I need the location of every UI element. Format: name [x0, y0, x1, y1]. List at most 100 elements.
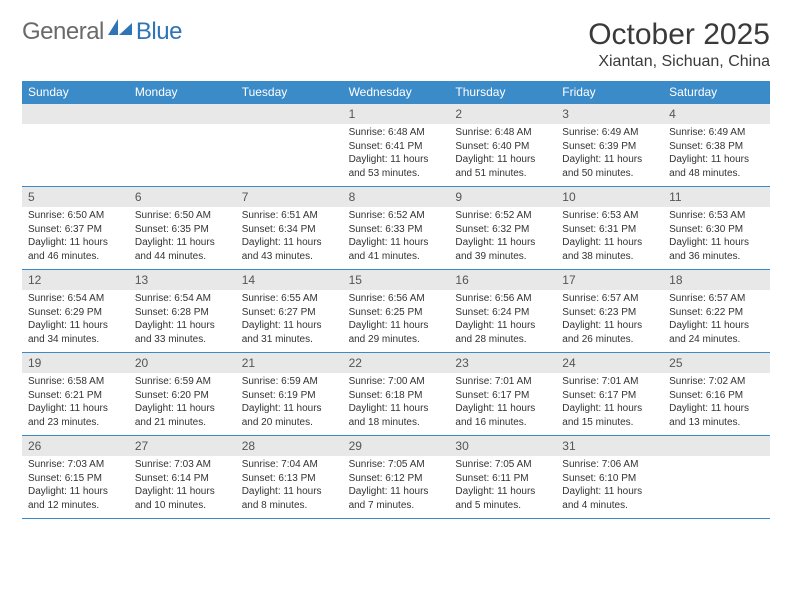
day-number: 19 — [22, 353, 129, 373]
sunrise-line: Sunrise: 7:05 AM — [455, 458, 550, 472]
sunset-line: Sunset: 6:14 PM — [135, 472, 230, 486]
day-number: 24 — [556, 353, 663, 373]
weekday-header: Friday — [556, 81, 663, 103]
day-cell: 15Sunrise: 6:56 AMSunset: 6:25 PMDayligh… — [343, 270, 450, 352]
page-header: General Blue October 2025 Xiantan, Sichu… — [22, 18, 770, 71]
daylight-line: Daylight: 11 hours and 28 minutes. — [455, 319, 550, 346]
day-details: Sunrise: 7:01 AMSunset: 6:17 PMDaylight:… — [556, 373, 663, 433]
sunrise-line: Sunrise: 6:49 AM — [669, 126, 764, 140]
day-number: 22 — [343, 353, 450, 373]
daylight-line: Daylight: 11 hours and 39 minutes. — [455, 236, 550, 263]
day-cell: 19Sunrise: 6:58 AMSunset: 6:21 PMDayligh… — [22, 353, 129, 435]
day-number: 15 — [343, 270, 450, 290]
day-cell — [22, 104, 129, 186]
day-cell: 21Sunrise: 6:59 AMSunset: 6:19 PMDayligh… — [236, 353, 343, 435]
daylight-line: Daylight: 11 hours and 8 minutes. — [242, 485, 337, 512]
daylight-line: Daylight: 11 hours and 50 minutes. — [562, 153, 657, 180]
daylight-line: Daylight: 11 hours and 26 minutes. — [562, 319, 657, 346]
day-number: 13 — [129, 270, 236, 290]
day-number: 17 — [556, 270, 663, 290]
sunset-line: Sunset: 6:13 PM — [242, 472, 337, 486]
day-details: Sunrise: 7:05 AMSunset: 6:12 PMDaylight:… — [343, 456, 450, 516]
day-number: 5 — [22, 187, 129, 207]
daylight-line: Daylight: 11 hours and 43 minutes. — [242, 236, 337, 263]
calendar-bottom-rule — [22, 518, 770, 519]
sunrise-line: Sunrise: 6:49 AM — [562, 126, 657, 140]
daylight-line: Daylight: 11 hours and 31 minutes. — [242, 319, 337, 346]
daylight-line: Daylight: 11 hours and 21 minutes. — [135, 402, 230, 429]
day-number: 11 — [663, 187, 770, 207]
day-cell — [236, 104, 343, 186]
sunset-line: Sunset: 6:32 PM — [455, 223, 550, 237]
day-cell — [129, 104, 236, 186]
sunrise-line: Sunrise: 6:56 AM — [349, 292, 444, 306]
sunrise-line: Sunrise: 6:57 AM — [562, 292, 657, 306]
sunset-line: Sunset: 6:35 PM — [135, 223, 230, 237]
day-details: Sunrise: 6:55 AMSunset: 6:27 PMDaylight:… — [236, 290, 343, 350]
daylight-line: Daylight: 11 hours and 44 minutes. — [135, 236, 230, 263]
sunset-line: Sunset: 6:17 PM — [562, 389, 657, 403]
day-details: Sunrise: 6:49 AMSunset: 6:39 PMDaylight:… — [556, 124, 663, 184]
calendar-grid: SundayMondayTuesdayWednesdayThursdayFrid… — [22, 81, 770, 519]
sunrise-line: Sunrise: 6:50 AM — [28, 209, 123, 223]
daylight-line: Daylight: 11 hours and 15 minutes. — [562, 402, 657, 429]
day-cell: 1Sunrise: 6:48 AMSunset: 6:41 PMDaylight… — [343, 104, 450, 186]
day-number: 29 — [343, 436, 450, 456]
day-cell: 23Sunrise: 7:01 AMSunset: 6:17 PMDayligh… — [449, 353, 556, 435]
daylight-line: Daylight: 11 hours and 7 minutes. — [349, 485, 444, 512]
sunset-line: Sunset: 6:11 PM — [455, 472, 550, 486]
day-cell: 11Sunrise: 6:53 AMSunset: 6:30 PMDayligh… — [663, 187, 770, 269]
sunrise-line: Sunrise: 6:59 AM — [135, 375, 230, 389]
day-number: 28 — [236, 436, 343, 456]
day-number: 16 — [449, 270, 556, 290]
sunset-line: Sunset: 6:19 PM — [242, 389, 337, 403]
day-number: 18 — [663, 270, 770, 290]
daylight-line: Daylight: 11 hours and 29 minutes. — [349, 319, 444, 346]
day-details: Sunrise: 6:58 AMSunset: 6:21 PMDaylight:… — [22, 373, 129, 433]
day-number: 31 — [556, 436, 663, 456]
daylight-line: Daylight: 11 hours and 46 minutes. — [28, 236, 123, 263]
day-number: 30 — [449, 436, 556, 456]
daylight-line: Daylight: 11 hours and 33 minutes. — [135, 319, 230, 346]
sunrise-line: Sunrise: 7:03 AM — [28, 458, 123, 472]
sunset-line: Sunset: 6:22 PM — [669, 306, 764, 320]
sunrise-line: Sunrise: 6:58 AM — [28, 375, 123, 389]
day-cell: 16Sunrise: 6:56 AMSunset: 6:24 PMDayligh… — [449, 270, 556, 352]
day-details: Sunrise: 6:56 AMSunset: 6:24 PMDaylight:… — [449, 290, 556, 350]
sunset-line: Sunset: 6:15 PM — [28, 472, 123, 486]
sunrise-line: Sunrise: 7:04 AM — [242, 458, 337, 472]
day-number: 2 — [449, 104, 556, 124]
sunset-line: Sunset: 6:33 PM — [349, 223, 444, 237]
day-number-empty — [129, 104, 236, 124]
daylight-line: Daylight: 11 hours and 12 minutes. — [28, 485, 123, 512]
day-cell: 25Sunrise: 7:02 AMSunset: 6:16 PMDayligh… — [663, 353, 770, 435]
daylight-line: Daylight: 11 hours and 38 minutes. — [562, 236, 657, 263]
sunrise-line: Sunrise: 6:48 AM — [349, 126, 444, 140]
weekday-header: Wednesday — [343, 81, 450, 103]
day-number: 8 — [343, 187, 450, 207]
sunrise-line: Sunrise: 6:56 AM — [455, 292, 550, 306]
day-number: 14 — [236, 270, 343, 290]
sunrise-line: Sunrise: 6:54 AM — [28, 292, 123, 306]
sunrise-line: Sunrise: 6:54 AM — [135, 292, 230, 306]
day-details: Sunrise: 6:57 AMSunset: 6:22 PMDaylight:… — [663, 290, 770, 350]
day-cell: 4Sunrise: 6:49 AMSunset: 6:38 PMDaylight… — [663, 104, 770, 186]
sunrise-line: Sunrise: 6:57 AM — [669, 292, 764, 306]
title-block: October 2025 Xiantan, Sichuan, China — [588, 18, 770, 71]
sunset-line: Sunset: 6:24 PM — [455, 306, 550, 320]
sunrise-line: Sunrise: 6:48 AM — [455, 126, 550, 140]
day-details: Sunrise: 7:00 AMSunset: 6:18 PMDaylight:… — [343, 373, 450, 433]
daylight-line: Daylight: 11 hours and 24 minutes. — [669, 319, 764, 346]
day-details: Sunrise: 6:59 AMSunset: 6:19 PMDaylight:… — [236, 373, 343, 433]
week-row: 12Sunrise: 6:54 AMSunset: 6:29 PMDayligh… — [22, 269, 770, 352]
sunset-line: Sunset: 6:23 PM — [562, 306, 657, 320]
day-cell: 5Sunrise: 6:50 AMSunset: 6:37 PMDaylight… — [22, 187, 129, 269]
day-cell: 22Sunrise: 7:00 AMSunset: 6:18 PMDayligh… — [343, 353, 450, 435]
sunrise-line: Sunrise: 6:51 AM — [242, 209, 337, 223]
day-details: Sunrise: 7:01 AMSunset: 6:17 PMDaylight:… — [449, 373, 556, 433]
day-number: 9 — [449, 187, 556, 207]
sunrise-line: Sunrise: 6:52 AM — [455, 209, 550, 223]
day-number: 6 — [129, 187, 236, 207]
day-cell: 6Sunrise: 6:50 AMSunset: 6:35 PMDaylight… — [129, 187, 236, 269]
day-number: 7 — [236, 187, 343, 207]
